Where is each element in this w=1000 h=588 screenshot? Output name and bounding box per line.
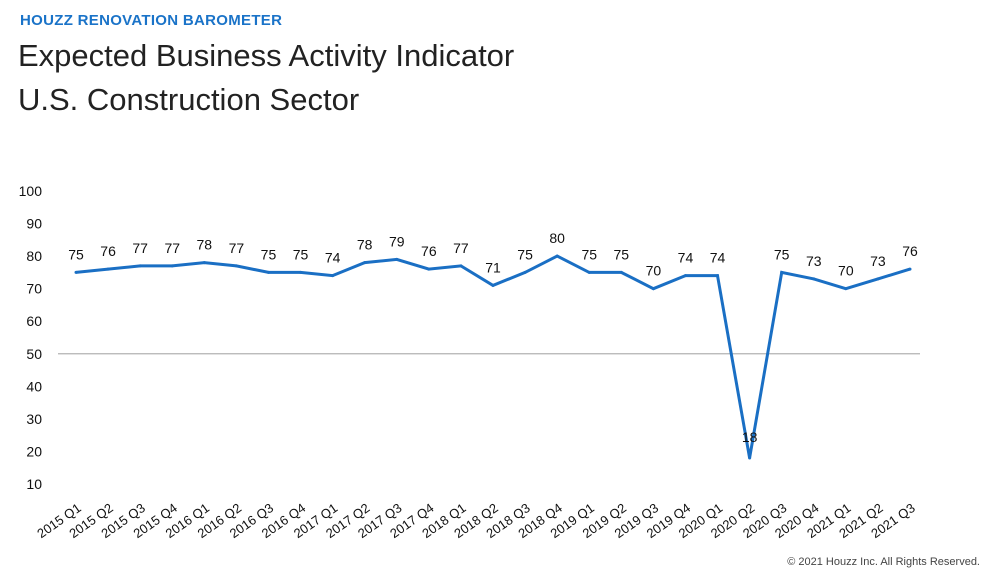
data-label: 70	[838, 263, 854, 279]
data-point	[748, 456, 752, 460]
data-point	[587, 270, 591, 274]
data-label: 75	[581, 246, 597, 262]
data-point	[459, 264, 463, 268]
copyright: © 2021 Houzz Inc. All Rights Reserved.	[787, 556, 980, 568]
y-tick-label: 20	[26, 443, 42, 459]
data-point	[234, 264, 238, 268]
data-label: 78	[197, 237, 213, 253]
y-axis: 100 90 80 70 60 50 40 30 20 10	[19, 183, 43, 492]
chart-title: Expected Business Activity Indicator	[18, 38, 515, 73]
data-point	[491, 283, 495, 287]
data-point	[555, 254, 559, 258]
y-tick-label: 40	[26, 378, 42, 394]
data-point	[780, 270, 784, 274]
data-label: 77	[453, 240, 469, 256]
y-tick-label: 60	[26, 313, 42, 329]
data-label: 77	[132, 240, 148, 256]
data-point	[331, 274, 335, 278]
y-tick-label: 30	[26, 411, 42, 427]
series-line-group	[74, 254, 912, 460]
data-labels: 75 76 77 77 78 77 75 75 74 78 79 76 77 71 75 80 75 75 70 74…	[68, 230, 918, 445]
data-label: 74	[710, 250, 726, 266]
y-tick-label: 100	[19, 183, 43, 199]
data-point	[106, 267, 110, 271]
data-point	[266, 270, 270, 274]
y-tick-label: 70	[26, 281, 42, 297]
y-tick-label: 50	[26, 346, 42, 362]
data-point	[170, 264, 174, 268]
data-point	[683, 274, 687, 278]
data-label: 76	[100, 243, 116, 259]
data-label: 78	[357, 237, 373, 253]
data-point	[523, 270, 527, 274]
y-tick-label: 10	[26, 476, 42, 492]
data-label: 76	[902, 243, 918, 259]
data-point	[74, 270, 78, 274]
data-label: 75	[614, 246, 630, 262]
data-label: 73	[806, 253, 822, 269]
data-point	[427, 267, 431, 271]
data-point	[844, 287, 848, 291]
data-point	[908, 267, 912, 271]
data-label: 75	[261, 246, 277, 262]
data-label: 76	[421, 243, 437, 259]
data-label: 74	[325, 250, 341, 266]
data-label: 73	[870, 253, 886, 269]
data-point	[395, 257, 399, 261]
data-point	[619, 270, 623, 274]
y-tick-label: 90	[26, 216, 42, 232]
data-label: 70	[646, 263, 662, 279]
supertitle: HOUZZ RENOVATION BAROMETER	[20, 12, 283, 29]
data-label: 75	[517, 246, 533, 262]
data-label: 79	[389, 233, 405, 249]
data-point	[138, 264, 142, 268]
data-point	[299, 270, 303, 274]
data-label: 18	[742, 429, 758, 445]
data-label: 80	[549, 230, 565, 246]
data-point	[812, 277, 816, 281]
data-label: 75	[68, 246, 84, 262]
data-label: 74	[678, 250, 694, 266]
y-tick-label: 80	[26, 248, 42, 264]
chart-subtitle: U.S. Construction Sector	[18, 82, 360, 117]
data-label: 75	[774, 246, 790, 262]
data-label: 71	[485, 259, 501, 275]
data-label: 77	[229, 240, 245, 256]
data-label: 75	[293, 246, 309, 262]
data-point	[363, 261, 367, 265]
data-point	[651, 287, 655, 291]
data-point	[716, 274, 720, 278]
data-point	[876, 277, 880, 281]
data-point	[202, 261, 206, 265]
data-label: 77	[164, 240, 180, 256]
